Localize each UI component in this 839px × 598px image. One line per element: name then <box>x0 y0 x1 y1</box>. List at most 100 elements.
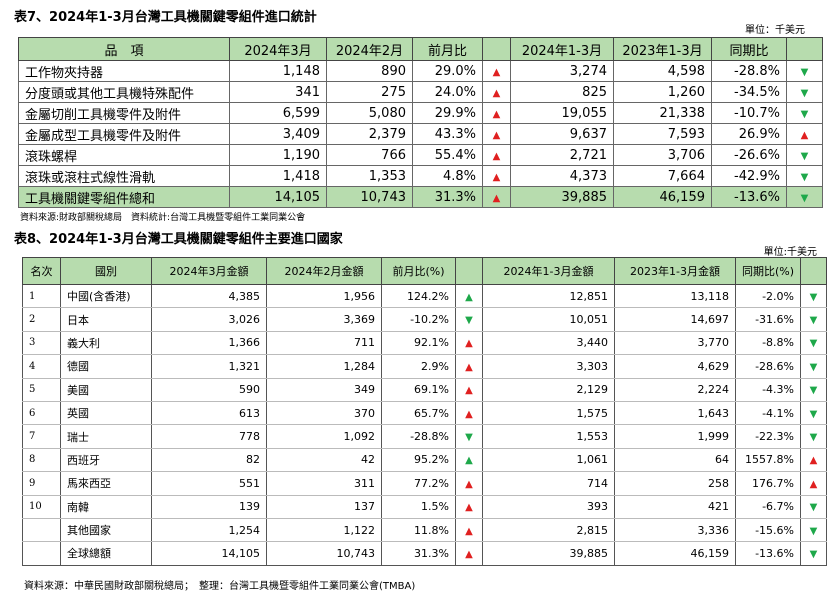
amount-2024-feb: 3,369 <box>266 307 382 332</box>
mom-arrow: ▲ <box>455 471 483 496</box>
yoy-arrow: ▼ <box>786 60 823 82</box>
amount-2024-feb: 311 <box>266 471 382 496</box>
triangle-up-red-icon: ▲ <box>492 129 501 141</box>
triangle-up-red-icon: ▲ <box>465 408 473 420</box>
item-name: 金屬成型工具機零件及附件 <box>18 123 230 145</box>
mom-arrow: ▲ <box>455 448 483 473</box>
amount-2024-mar: 1,366 <box>151 331 267 356</box>
triangle-down-green-icon: ▼ <box>800 171 809 183</box>
country-name: 其他國家 <box>60 518 152 543</box>
triangle-down-green-icon: ▼ <box>809 315 818 327</box>
triangle-up-red-icon: ▲ <box>492 150 501 162</box>
value-mom-pct: 69.1% <box>381 378 456 402</box>
triangle-up-red-icon: ▲ <box>492 171 501 183</box>
mom-arrow: ▲ <box>455 518 483 543</box>
amount-2024-feb: 1,956 <box>266 284 382 309</box>
amount-2024-q1: 1,553 <box>482 424 615 449</box>
value-2024-feb: 275 <box>326 81 413 103</box>
amount-2024-feb: 1,284 <box>266 354 382 379</box>
value-2023-q1: 46,159 <box>613 186 712 208</box>
amount-2024-mar: 1,321 <box>151 354 267 379</box>
value-2024-q1: 4,373 <box>510 165 614 187</box>
col-header-2024-mar: 2024年3月 <box>229 37 327 61</box>
amount-2024-mar: 14,105 <box>151 541 267 566</box>
amount-2024-q1: 2,129 <box>482 378 615 402</box>
col-header-2024-q1: 2024年1-3月 <box>510 37 614 61</box>
value-mom-pct: 95.2% <box>381 448 456 473</box>
country-name: 日本 <box>60 307 152 332</box>
country-name: 英國 <box>60 401 152 426</box>
value-2024-q1: 2,721 <box>510 144 614 166</box>
value-2024-mar: 1,418 <box>229 165 327 187</box>
table-row: 1 中國(含香港) 4,385 1,956 124.2% ▲ 12,851 13,118 -2.… <box>22 284 827 309</box>
triangle-down-green-icon: ▼ <box>809 408 818 420</box>
col-header-mom: 前月比 <box>412 37 483 61</box>
amount-2024-mar: 82 <box>151 448 267 473</box>
value-2023-q1: 3,706 <box>613 144 712 166</box>
triangle-up-red-icon: ▲ <box>465 502 473 514</box>
amount-2024-feb: 10,743 <box>266 541 382 566</box>
col-header-country: 國別 <box>60 257 152 285</box>
col-header-item: 品 項 <box>18 37 230 61</box>
amount-2024-feb: 349 <box>266 378 382 402</box>
amount-2023-q1: 258 <box>614 471 736 496</box>
amount-2024-mar: 139 <box>151 495 267 519</box>
value-2024-q1: 825 <box>510 81 614 103</box>
yoy-arrow: ▼ <box>800 331 827 356</box>
value-2024-feb: 1,353 <box>326 165 413 187</box>
table8-unit: 單位:千美元 <box>763 247 817 258</box>
value-2023-q1: 1,260 <box>613 81 712 103</box>
value-2023-q1: 7,664 <box>613 165 712 187</box>
col-header-mom-arrow <box>455 257 483 285</box>
country-name: 義大利 <box>60 331 152 356</box>
triangle-up-red-icon: ▲ <box>465 478 473 490</box>
mom-arrow: ▲ <box>482 60 511 82</box>
table-row: 其他國家 1,254 1,122 11.8% ▲ 2,815 3,336 -15.6% ▼ <box>22 518 827 543</box>
value-2024-feb: 890 <box>326 60 413 82</box>
mom-arrow: ▼ <box>455 424 483 449</box>
triangle-up-red-icon: ▲ <box>809 478 818 490</box>
rank <box>22 541 61 566</box>
amount-2024-mar: 613 <box>151 401 267 426</box>
table-row: 2 日本 3,026 3,369 -10.2% ▼ 10,051 14,697 -31.6% ▼ <box>22 307 827 332</box>
rank: 2 <box>22 307 61 332</box>
triangle-up-green-icon: ▲ <box>465 291 473 303</box>
value-yoy-pct: 1557.8% <box>735 448 801 473</box>
amount-2024-mar: 590 <box>151 378 267 402</box>
country-name: 瑞士 <box>60 424 152 449</box>
rank: 1 <box>22 284 61 309</box>
value-yoy-pct: -4.1% <box>735 401 801 426</box>
amount-2023-q1: 1,999 <box>614 424 736 449</box>
amount-2023-q1: 421 <box>614 495 736 519</box>
rank: 7 <box>22 424 61 449</box>
value-yoy: -28.8% <box>711 60 787 82</box>
table-row: 6 英國 613 370 65.7% ▲ 1,575 1,643 -4.1% ▼ <box>22 401 827 426</box>
table7: 品 項 2024年3月 2024年2月 前月比 2024年1-3月 2023年1… <box>18 37 823 208</box>
country-name: 美國 <box>60 378 152 402</box>
yoy-arrow: ▼ <box>800 354 827 379</box>
country-name: 中國(含香港) <box>60 284 152 309</box>
triangle-up-red-icon: ▲ <box>492 108 501 120</box>
triangle-up-red-icon: ▲ <box>492 87 501 99</box>
table-row: 4 德國 1,321 1,284 2.9% ▲ 3,303 4,629 -28.6% ▼ <box>22 354 827 379</box>
country-name: 德國 <box>60 354 152 379</box>
country-name: 馬來西亞 <box>60 471 152 496</box>
amount-2024-q1: 39,885 <box>482 541 615 566</box>
value-mom-pct: 2.9% <box>381 354 456 379</box>
value-mom-pct: 92.1% <box>381 331 456 356</box>
value-yoy-pct: -2.0% <box>735 284 801 309</box>
value-yoy: -13.6% <box>711 186 787 208</box>
triangle-down-green-icon: ▼ <box>800 150 809 162</box>
value-2024-mar: 1,148 <box>229 60 327 82</box>
country-name: 南韓 <box>60 495 152 519</box>
triangle-down-green-icon: ▼ <box>465 432 473 444</box>
triangle-up-red-icon: ▲ <box>465 548 473 560</box>
value-mom-pct: 65.7% <box>381 401 456 426</box>
table8-title: 表8、2024年1-3月台灣工具機關鍵零組件主要進口國家 <box>14 232 343 247</box>
amount-2024-q1: 10,051 <box>482 307 615 332</box>
rank: 6 <box>22 401 61 426</box>
amount-2023-q1: 1,643 <box>614 401 736 426</box>
value-yoy: -10.7% <box>711 102 787 124</box>
table8-source: 資料來源：中華民國財政部關稅總局； 整理：台灣工具機暨零組件工業同業公會(TMB… <box>24 581 416 592</box>
value-yoy-pct: -13.6% <box>735 541 801 566</box>
